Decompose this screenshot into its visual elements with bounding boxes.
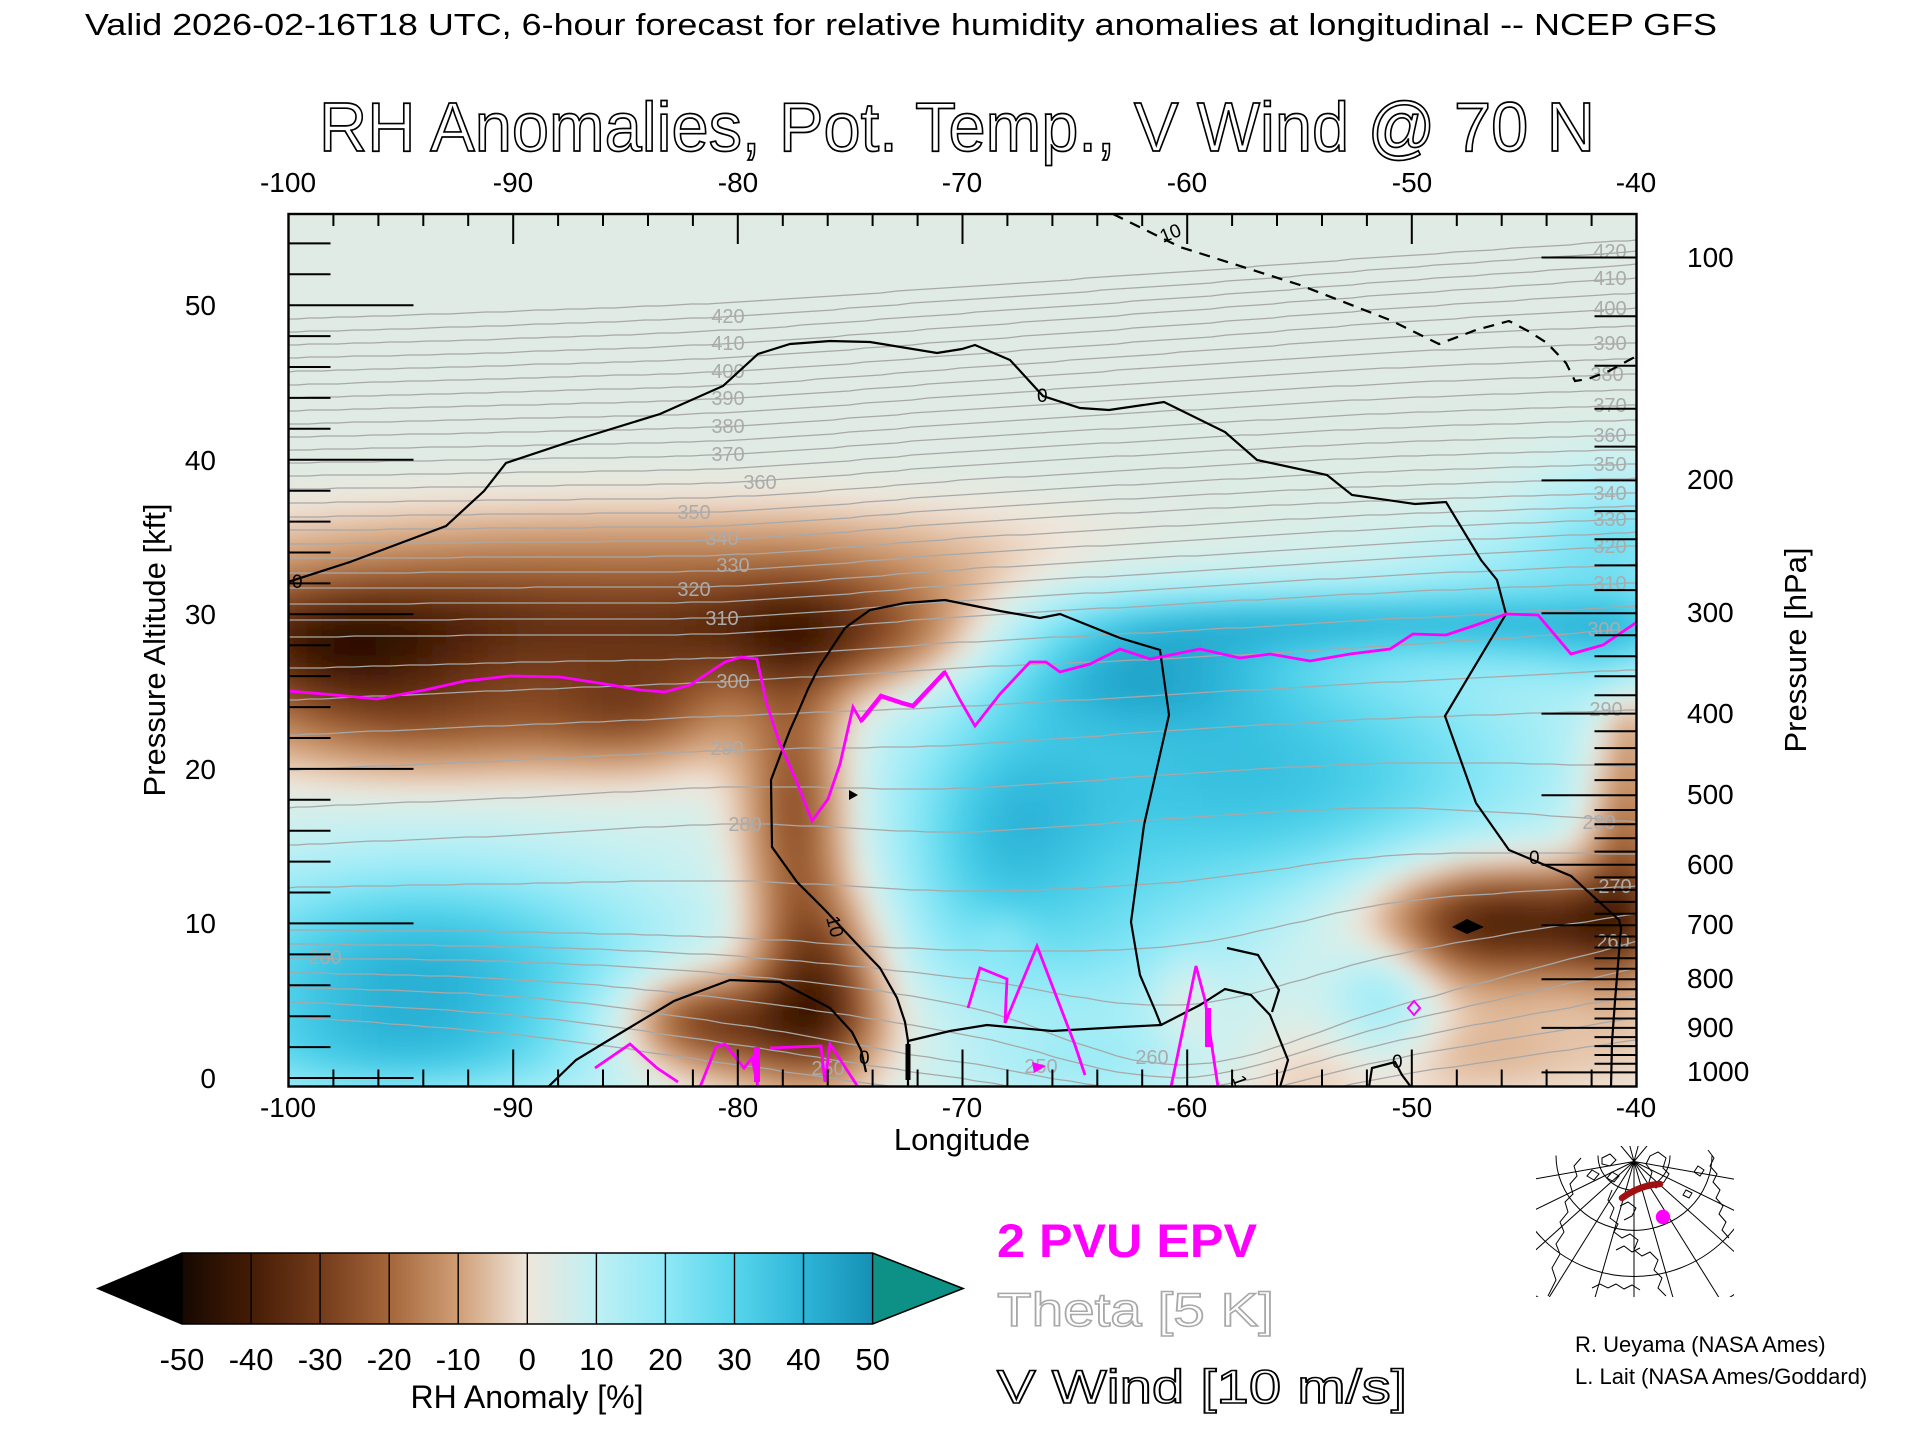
svg-text:Valid 2026-02-16T18 UTC, 6-hou: Valid 2026-02-16T18 UTC, 6-hour forecast…: [85, 7, 1717, 42]
svg-text:RH Anomalies, Pot. Temp., V Wi: RH Anomalies, Pot. Temp., V Wind @ 70 N: [319, 88, 1595, 166]
